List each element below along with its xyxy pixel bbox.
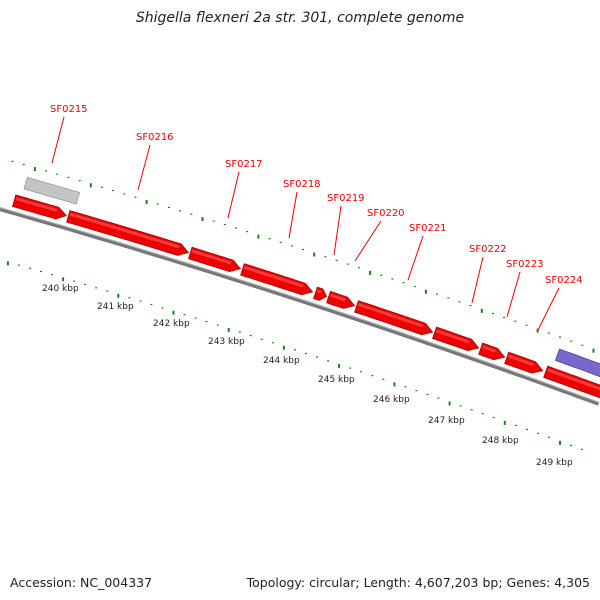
gene-leader-line	[407, 235, 424, 281]
scale-label: 248 kbp	[482, 436, 519, 446]
gene-arrow-highlight	[357, 302, 424, 328]
gene-arrow	[313, 286, 328, 301]
gene-label-sf0215: SF0215	[50, 104, 88, 115]
gene-label-sf0219: SF0219	[327, 193, 365, 204]
gene-leader-line	[51, 116, 65, 164]
scale-label: 244 kbp	[263, 356, 300, 366]
gene-leader-line	[354, 220, 382, 262]
gene-leader-line	[333, 205, 342, 256]
backbone-line	[0, 207, 600, 406]
gene-arrow-highlight	[435, 329, 470, 344]
genome-title: Shigella flexneri 2a str. 301, complete …	[135, 10, 465, 26]
gene-arrow-highlight	[329, 293, 346, 302]
gene-label-sf0220: SF0220	[367, 208, 405, 219]
gene-leader-line	[506, 271, 521, 318]
gene-label-sf0222: SF0222	[469, 244, 507, 255]
backbone-highlight	[0, 207, 600, 403]
gray-feature	[23, 176, 81, 205]
scale-label: 247 kbp	[428, 416, 465, 426]
gene-leader-line	[471, 256, 484, 304]
scale-label: 246 kbp	[373, 395, 410, 405]
upper-tick-track	[11, 160, 595, 353]
scale-label: 240 kbp	[42, 284, 79, 294]
gene-arrow-highlight	[69, 212, 180, 249]
scale-label-layer: 240 kbp 241 kbp 242 kbp 243 kbp 244 kbp 245 k…	[42, 284, 573, 468]
gene-arrow-highlight	[482, 345, 496, 353]
gene-arrow-highlight	[15, 197, 58, 212]
genome-backbone	[0, 207, 600, 406]
gene-label-sf0221: SF0221	[409, 223, 447, 234]
gene-arrow-highlight	[243, 265, 304, 288]
scale-label: 241 kbp	[97, 302, 134, 312]
gene-leader-line	[227, 171, 240, 219]
genome-summary-text: Topology: circular; Length: 4,607,203 bp…	[246, 575, 590, 590]
accession-text: Accession: NC_004337	[10, 575, 153, 590]
scale-label: 245 kbp	[318, 375, 355, 385]
gene-arrow-highlight	[316, 289, 322, 294]
feature-track	[12, 176, 600, 399]
gene-label-sf0216: SF0216	[136, 132, 174, 143]
blue-feature	[554, 348, 600, 378]
gene-label-sf0217: SF0217	[225, 159, 263, 170]
gene-leader-line	[537, 287, 560, 331]
gene-arrow-highlight	[508, 354, 534, 367]
gene-arrow-highlight	[191, 249, 232, 265]
gene-arrow-highlight	[547, 368, 600, 391]
lower-tick-track	[6, 261, 584, 450]
scale-label: 249 kbp	[536, 458, 573, 468]
gene-leader-line	[137, 144, 151, 191]
gene-label-sf0223: SF0223	[506, 259, 544, 270]
gene-leader-line	[288, 191, 298, 239]
scale-label: 242 kbp	[153, 319, 190, 329]
scale-label: 243 kbp	[208, 337, 245, 347]
gene-label-sf0224: SF0224	[545, 275, 583, 286]
gene-label-sf0218: SF0218	[283, 179, 321, 190]
